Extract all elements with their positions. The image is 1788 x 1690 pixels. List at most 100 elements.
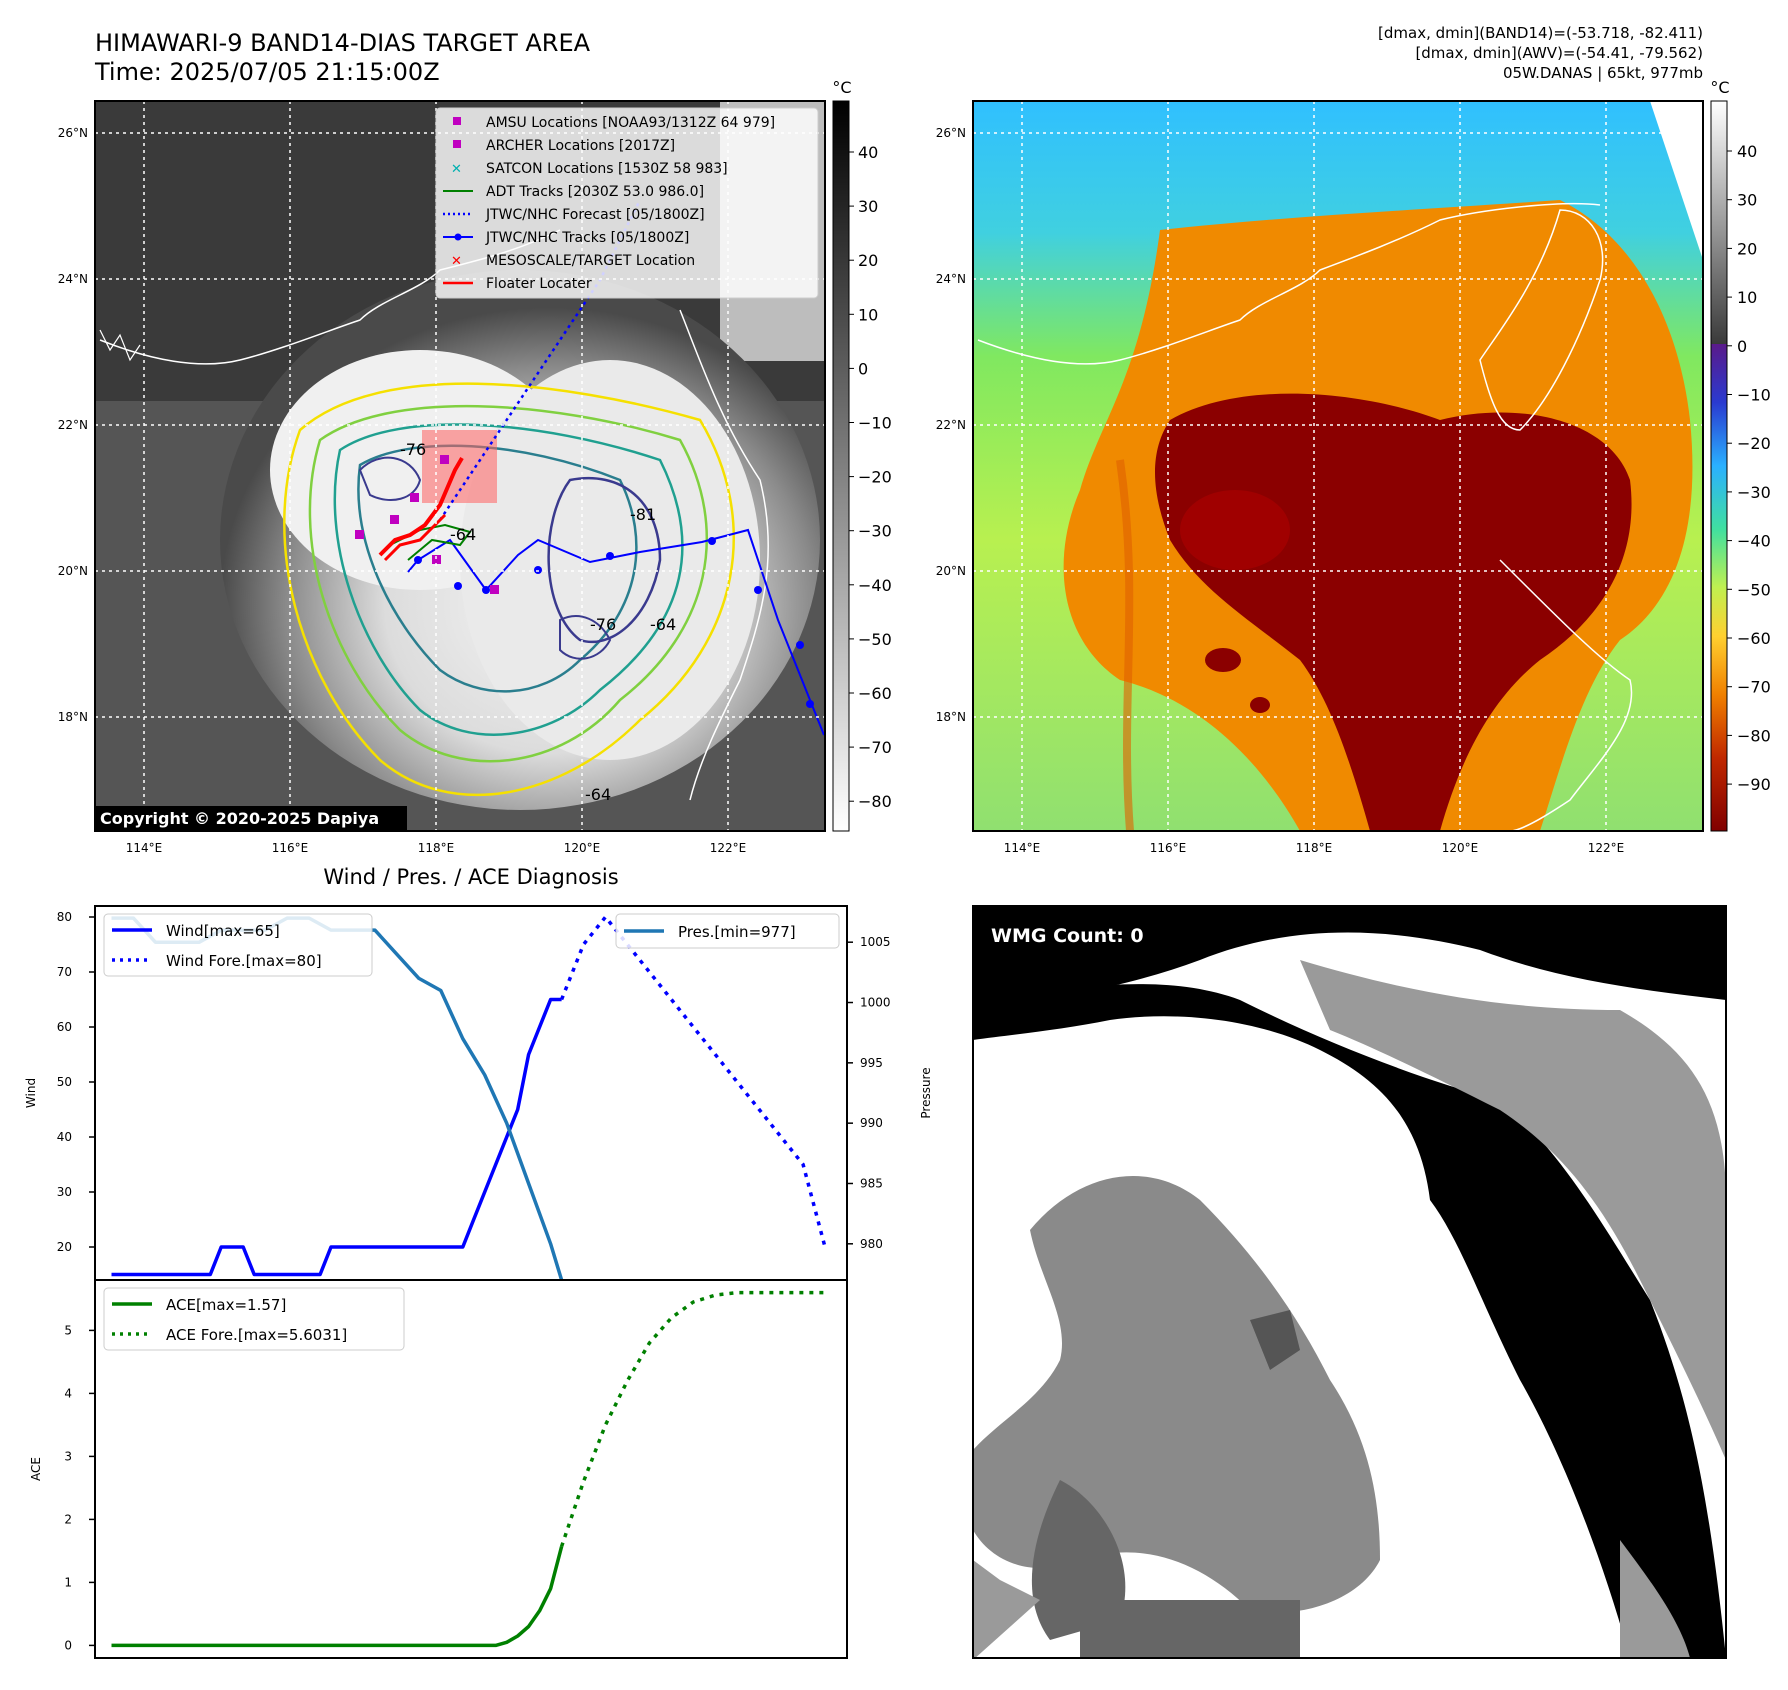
lat-label: 18°N [58, 710, 88, 724]
colorbar-tick-label: 30 [858, 197, 878, 216]
lon-label: 118°E [418, 841, 455, 855]
wind-axis-label: Wind [24, 1078, 38, 1108]
lat-label: 20°N [936, 564, 966, 578]
colorbar-tick-label: 0 [858, 359, 868, 378]
colorbar-tick-label: 10 [1737, 288, 1757, 307]
colorbar-tick-label: −40 [858, 576, 892, 595]
y-tick-label: 995 [860, 1056, 883, 1070]
legend-entry: JTWC/NHC Forecast [05/1800Z] [485, 207, 705, 223]
contour-label: -64 [450, 525, 476, 544]
pressure-legend: Pres.[min=977] [615, 913, 840, 949]
y-tick-label: 980 [860, 1237, 883, 1251]
legend-entry: MESOSCALE/TARGET Location [486, 253, 695, 269]
lat-label: 22°N [58, 418, 88, 432]
legend-marker: ✕ [451, 162, 462, 177]
y-tick-label: 985 [860, 1176, 883, 1190]
wmg-panel [973, 906, 1726, 1658]
colorbar-unit: °C [1710, 78, 1729, 97]
lat-label: 24°N [936, 272, 966, 286]
colorbar-tick-label: −90 [1737, 775, 1771, 794]
colorbar-tick-label: 20 [1737, 239, 1757, 258]
y-tick-label: 0 [64, 1638, 72, 1652]
colorbar-tick-label: 0 [1737, 337, 1747, 356]
wind-pressure-plot: 80 70 60 50 40 30 20 1005 1000 995 990 985 980 Wind … [24, 905, 933, 1281]
copyright-text: Copyright © 2020-2025 Dapiya [100, 809, 379, 828]
colorbar-unit: °C [832, 78, 851, 97]
y-tick-label: 4 [64, 1386, 72, 1400]
lon-label: 116°E [1150, 841, 1187, 855]
y-tick-label: 5 [64, 1323, 72, 1337]
colorbar-tick-label: 40 [858, 143, 878, 162]
lon-label: 114°E [126, 841, 163, 855]
colorbar-tick-label: 10 [858, 305, 878, 324]
colorbar-tick-label: −50 [1737, 580, 1771, 599]
y-tick-label: 70 [57, 965, 72, 979]
series-line-ace [559, 1290, 825, 1548]
contour-label: -81 [630, 505, 656, 524]
colorbar-tick-label: −70 [1737, 678, 1771, 697]
lat-label: 24°N [58, 272, 88, 286]
colorbar-tick-label: −80 [1737, 726, 1771, 745]
lon-label: 114°E [1004, 841, 1041, 855]
y-tick-label: 80 [57, 910, 72, 924]
color-colorbar: °C 40 30 20 10 0 −10 −20 −30 −40 −50 −60 −70 −80 −90 [1710, 78, 1771, 832]
y-tick-label: 1000 [860, 996, 891, 1010]
ace-axis-label: ACE [29, 1457, 43, 1481]
legend-entry: ADT Tracks [2030Z 53.0 986.0] [486, 184, 704, 200]
colorbar-tick-label: −30 [1737, 483, 1771, 502]
legend-ace-fore: ACE Fore.[max=5.6031] [166, 1326, 347, 1344]
y-tick-label: 2 [64, 1512, 72, 1526]
legend-entry: SATCON Locations [1530Z 58 983] [486, 161, 728, 177]
contour-label: -76 [400, 440, 426, 459]
info-storm: 05W.DANAS | 65kt, 977mb [1503, 64, 1703, 82]
legend-entry: AMSU Locations [NOAA93/1312Z 64 979] [486, 115, 775, 131]
pressure-axis-label: Pressure [919, 1067, 933, 1118]
ace-legend: ACE[max=1.57] ACE Fore.[max=5.6031] [103, 1287, 405, 1351]
legend-marker [453, 140, 461, 148]
legend-entry: JTWC/NHC Tracks [05/1800Z] [485, 230, 689, 246]
lat-label: 26°N [936, 126, 966, 140]
y-tick-label: 1005 [860, 935, 891, 949]
wmg-count-label: WMG Count: 0 [991, 925, 1144, 947]
colorbar-tick-label: −70 [858, 738, 892, 757]
color-map-frame [972, 100, 1704, 832]
wind-legend: Wind[max=65] Wind Fore.[max=80] [103, 913, 373, 977]
colorbar-tick-label: −60 [1737, 629, 1771, 648]
wmg-count-box [982, 920, 1165, 950]
legend-entry: Floater Locater [486, 276, 592, 292]
legend-wind-fore: Wind Fore.[max=80] [166, 952, 322, 970]
colorbar-tick-label: −20 [1737, 434, 1771, 453]
ir-map-lon-labels: 114°E 116°E 118°E 120°E 122°E [126, 841, 747, 855]
color-map-lat-labels: 26°N 24°N 22°N 20°N 18°N [936, 126, 966, 724]
contour-label: -76 [590, 615, 616, 634]
colorbar-tick-label: −20 [858, 468, 892, 487]
lat-label: 22°N [936, 418, 966, 432]
diagnosis-title: Wind / Pres. / ACE Diagnosis [323, 865, 618, 889]
colorbar-tick-label: −80 [858, 792, 892, 811]
lon-label: 120°E [564, 841, 601, 855]
gray-colorbar: °C 40 30 20 10 0 −10 −20 −30 −40 −50 −60 −70 −80 [832, 78, 892, 832]
copyright-box [95, 806, 407, 831]
ace-plot: 5 4 3 2 1 0 ACE ACE[max=1.57] ACE Fore.[max=5… [29, 1279, 848, 1659]
y-tick-label: 40 [57, 1130, 72, 1144]
color-map-panel [973, 101, 1703, 831]
legend-marker: ✕ [451, 254, 462, 269]
lon-label: 122°E [1588, 841, 1625, 855]
lat-label: 18°N [936, 710, 966, 724]
lon-label: 122°E [710, 841, 747, 855]
legend-marker [453, 117, 461, 125]
lon-label: 120°E [1442, 841, 1479, 855]
map-legend: AMSU Locations [NOAA93/1312Z 64 979] ARC… [435, 107, 819, 299]
figure-time: Time: 2025/07/05 21:15:00Z [94, 58, 440, 86]
lat-label: 26°N [58, 126, 88, 140]
y-tick-label: 990 [860, 1116, 883, 1130]
legend-ace: ACE[max=1.57] [166, 1296, 286, 1314]
y-tick-label: 60 [57, 1020, 72, 1034]
colorbar-tick-label: −30 [858, 522, 892, 541]
info-dmax-band14: [dmax, dmin](BAND14)=(-53.718, -82.411) [1378, 24, 1703, 42]
series-line-ace [111, 1546, 564, 1648]
wmg-frame [972, 905, 1727, 1659]
y-tick-label: 30 [57, 1185, 72, 1199]
contour-label: -64 [585, 785, 611, 804]
